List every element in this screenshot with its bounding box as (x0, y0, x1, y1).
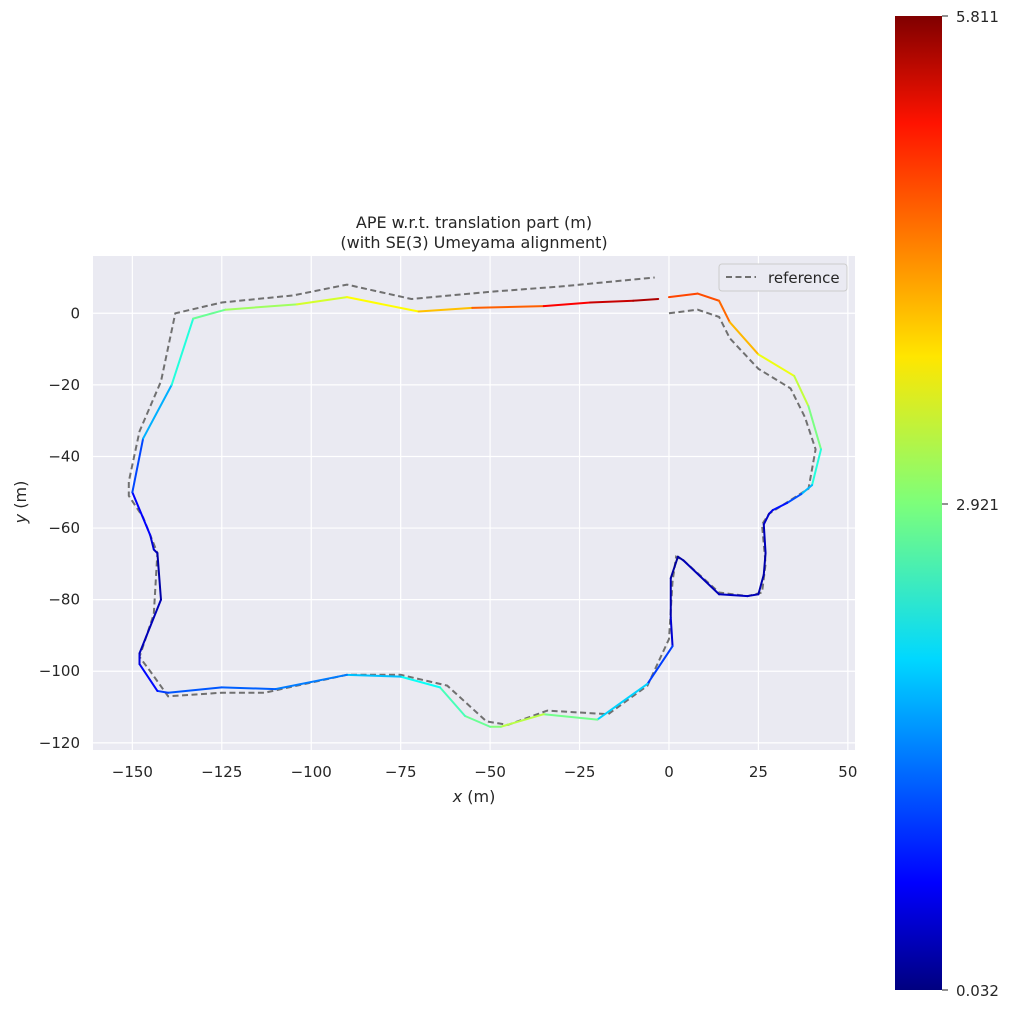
chart-title-line-2: (with SE(3) Umeyama alignment) (340, 233, 607, 252)
y-tick-label: −100 (39, 662, 80, 680)
estimated-trajectory-segment (542, 301, 592, 308)
estimated-trajectory-segment (746, 593, 760, 598)
x-tick-label: −75 (385, 763, 417, 781)
estimated-trajectory-segment (138, 663, 159, 692)
estimated-trajectory-segment (757, 573, 765, 596)
estimated-trajectory-segment (464, 714, 492, 728)
estimated-trajectory-segment (156, 689, 170, 694)
x-tick-label: 25 (749, 763, 768, 781)
estimated-trajectory-segment (156, 552, 162, 601)
estimated-trajectory-segment (417, 306, 474, 313)
estimated-trajectory-segment (142, 383, 173, 440)
estimated-trajectory-segment (131, 437, 145, 494)
estimated-trajectory-segment (811, 448, 823, 487)
colorbar-label-max: 5.811 (956, 8, 999, 26)
estimated-trajectory-segment (167, 686, 223, 694)
estimated-trajectory-segment (669, 555, 679, 580)
estimated-trajectory-segment (757, 353, 796, 377)
estimated-trajectory-segment (471, 305, 545, 309)
reference-trajectory-line (127, 276, 817, 726)
estimated-trajectory-segment (274, 673, 348, 691)
estimated-trajectory-segment (192, 308, 227, 320)
estimated-trajectory-segment (170, 317, 195, 386)
estimated-trajectory-segment (800, 484, 814, 496)
colorbar-label-min: 0.032 (956, 982, 999, 1000)
x-tick-label: −100 (291, 763, 332, 781)
y-tick-label: −120 (39, 734, 80, 752)
estimated-trajectory-segment (499, 713, 545, 728)
x-tick-label: −50 (474, 763, 506, 781)
estimated-trajectory-segment (399, 675, 442, 689)
axis-ticks: −150 −125 −100 −75 −50 −25 0 25 50 0 −20 −40 −60 −80 −… (39, 304, 858, 781)
x-tick-label: 50 (838, 763, 857, 781)
x-tick-label: 0 (664, 763, 674, 781)
x-tick-label: −150 (112, 763, 153, 781)
estimated-trajectory-segment (346, 673, 402, 678)
estimated-trajectory-segment (771, 502, 789, 512)
estimated-trajectory-segment (762, 512, 771, 526)
estimated-trajectory-segment (439, 686, 467, 717)
estimated-trajectory-segment (807, 405, 823, 451)
legend-box (718, 263, 848, 292)
estimated-trajectory-segment (793, 374, 810, 408)
grid-lines (93, 256, 855, 750)
estimated-trajectory-segment (696, 292, 721, 302)
estimated-trajectory-segment (542, 713, 599, 721)
estimated-trajectory-segment (667, 292, 699, 299)
estimated-trajectory-segment (669, 616, 674, 648)
chart-title-line-1: APE w.r.t. translation part (m) (356, 213, 592, 232)
estimated-trajectory-segment (346, 296, 420, 313)
estimated-trajectory-segment (224, 303, 298, 311)
estimated-trajectory-segment (728, 321, 760, 356)
estimated-trajectory-segment (596, 682, 649, 721)
estimated-trajectory-segment (295, 296, 348, 306)
estimated-trajectory-segment (589, 299, 635, 304)
colorbar: 5.811 2.921 0.032 (895, 8, 999, 1000)
plot-background (93, 256, 855, 750)
estimated-trajectory-segment (682, 559, 721, 596)
y-tick-label: −60 (48, 519, 80, 537)
x-tick-label: −25 (564, 763, 596, 781)
trajectory-series (127, 276, 823, 728)
estimated-trajectory-segment (646, 645, 674, 685)
colorbar-label-mid: 2.921 (956, 496, 999, 514)
estimated-trajectory-segment (131, 491, 152, 537)
estimated-trajectory-segment (762, 523, 767, 555)
estimated-trajectory-segment (632, 297, 660, 302)
x-axis-label: x (m) (452, 787, 496, 806)
estimated-trajectory-segment (149, 534, 155, 551)
estimated-trajectory-segment (718, 593, 749, 598)
estimated-trajectory-segment (762, 552, 767, 576)
y-tick-label: −40 (48, 447, 80, 465)
y-axis-label: y (m) (11, 481, 30, 525)
y-tick-label: −20 (48, 376, 80, 394)
estimated-trajectory-segment (718, 299, 731, 324)
estimated-trajectory-segment (220, 686, 277, 691)
x-tick-label: −125 (201, 763, 242, 781)
y-tick-label: −80 (48, 591, 80, 609)
colorbar-gradient (895, 16, 942, 990)
estimated-trajectory-segment (138, 598, 162, 655)
estimated-trajectory-segment (786, 493, 803, 504)
legend: reference (718, 263, 848, 292)
y-tick-label: 0 (70, 304, 80, 322)
legend-reference-label: reference (768, 269, 840, 287)
estimated-trajectory-segment (676, 555, 685, 562)
